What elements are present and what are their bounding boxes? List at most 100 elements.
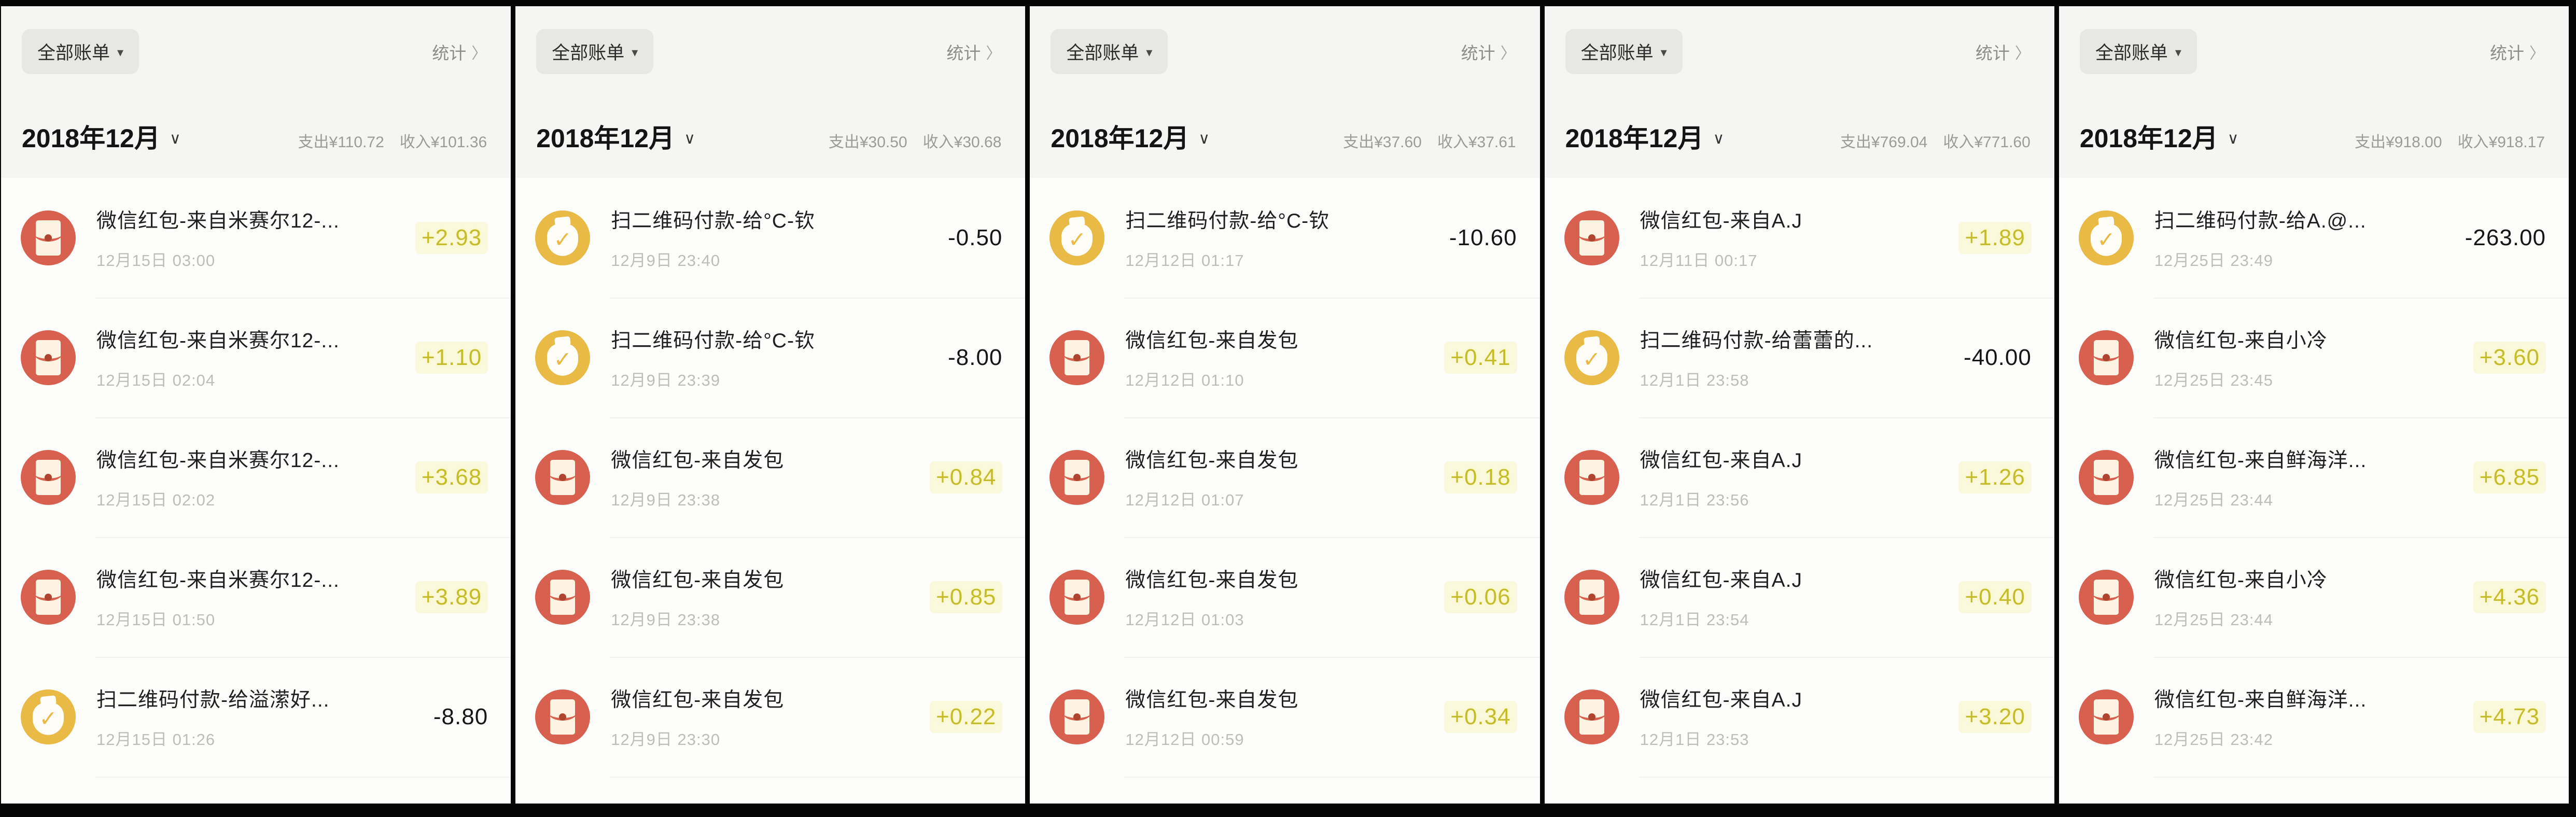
statistics-label: 统计 xyxy=(432,43,467,63)
transaction-title: 微信红包-来自发包 xyxy=(1125,330,1299,352)
transaction-title: 微信红包-来自鲜海洋... xyxy=(2154,449,2367,472)
transaction-datetime: 12月25日 23:45 xyxy=(2154,371,2273,389)
income-total: 收入¥30.68 xyxy=(922,134,1002,151)
account-filter-dropdown[interactable]: 全部账单 ▾ xyxy=(536,29,654,74)
transaction-row[interactable]: 微信红包-来自发包 12月9日 23:30 +0.22 xyxy=(515,657,1026,777)
transaction-row[interactable]: 微信红包-来自A.J 12月11日 00:17 +1.89 xyxy=(1545,178,2054,298)
transaction-title: 扫二维码付款-给°C-钦 xyxy=(611,330,815,352)
transaction-row[interactable]: 微信红包-来自发包 12月12日 00:59 +0.34 xyxy=(1030,657,1540,777)
transaction-row[interactable]: 微信红包-来自小冷 12月25日 23:45 +3.60 xyxy=(2059,298,2569,417)
transaction-row[interactable]: 扫二维码付款-给A.@... 12月25日 23:49 -263.00 xyxy=(2059,178,2569,298)
account-filter-dropdown[interactable]: 全部账单 ▾ xyxy=(1051,29,1168,74)
panel-topbar: 全部账单 ▾ 统计 〉 xyxy=(1,6,511,74)
transaction-row[interactable]: 微信红包-来自发包 12月12日 01:10 +0.41 xyxy=(1030,298,1540,417)
money-bag-icon xyxy=(21,689,76,744)
transaction-amount: +0.06 xyxy=(1444,581,1517,613)
transaction-row[interactable]: 微信红包-来自米赛尔12-... 12月15日 03:00 +2.93 xyxy=(1,178,511,298)
transaction-row[interactable]: 扫二维码付款-给°C-钦 12月9日 23:40 -0.50 xyxy=(515,178,1025,298)
month-selector[interactable]: 2018年12月 ∨ xyxy=(536,118,695,155)
statistics-link[interactable]: 统计 〉 xyxy=(1976,39,2031,64)
transaction-datetime: 12月15日 02:04 xyxy=(96,371,216,389)
transaction-datetime: 12月12日 01:07 xyxy=(1125,491,1244,509)
month-selector[interactable]: 2018年12月 ∨ xyxy=(22,118,181,155)
transaction-datetime: 12月9日 23:38 xyxy=(611,611,721,629)
expense-total: 支出¥30.50 xyxy=(828,134,907,151)
statistics-link[interactable]: 统计 〉 xyxy=(946,39,1001,64)
month-selector[interactable]: 2018年12月 ∨ xyxy=(2080,118,2239,155)
account-filter-dropdown[interactable]: 全部账单 ▾ xyxy=(22,29,139,74)
month-label: 2018年12月 xyxy=(2079,124,2218,153)
transaction-row[interactable]: 微信红包-来自发包 +0.43 xyxy=(515,777,1026,804)
month-totals: 支出¥37.60 收入¥37.61 xyxy=(1343,129,1516,152)
transaction-row[interactable]: 微信红包-来自鲜海洋... 12月25日 23:42 +4.73 xyxy=(2059,657,2569,777)
transaction-row[interactable]: 微信红包-来自小冷 12月25日 23:44 +4.36 xyxy=(2059,537,2569,657)
transaction-amount: -40.00 xyxy=(1964,344,2032,370)
chevron-down-icon: ∨ xyxy=(1713,130,1725,147)
transaction-meta: 微信红包-来自米赛尔12-... 12月15日 01:50 xyxy=(96,564,340,630)
transaction-title: 扫二维码付款-给°C-钦 xyxy=(1125,210,1330,232)
statistics-link[interactable]: 统计 〉 xyxy=(2490,39,2545,64)
transaction-row[interactable]: 微信红包-来自发包 12月12日 01:07 +0.18 xyxy=(1030,417,1540,537)
transaction-meta: 微信红包-来自米赛尔12-... 12月15日 02:02 xyxy=(96,444,340,510)
transaction-amount: +3.60 xyxy=(2473,341,2546,374)
transaction-row[interactable]: 微信红包-来自米赛尔12-... 12月15日 02:04 +1.10 xyxy=(1,298,511,417)
red-envelope-icon xyxy=(1049,330,1105,385)
month-totals: 支出¥918.00 收入¥918.17 xyxy=(2355,129,2545,152)
transaction-meta: 微信红包-来自发包 12月12日 01:10 xyxy=(1125,325,1298,390)
transaction-row[interactable]: 微信红包-来自发包 12月12日 01:03 +0.06 xyxy=(1030,537,1540,657)
transaction-row[interactable]: 微信红包-来自米赛尔12-... 12月15日 01:50 +3.89 xyxy=(1,537,511,657)
expense-total: 支出¥37.60 xyxy=(1343,134,1422,151)
statistics-link[interactable]: 统计 〉 xyxy=(432,39,487,64)
transaction-row[interactable]: 微信红包-来自发包 12月9日 23:38 +0.84 xyxy=(515,417,1026,537)
statistics-link[interactable]: 统计 〉 xyxy=(1461,39,1516,64)
income-total: 收入¥918.17 xyxy=(2457,134,2545,151)
transaction-title: 扫二维码付款-给溢潆好... xyxy=(96,689,330,711)
transaction-title: 微信红包-来自A.J xyxy=(1640,569,1802,591)
transaction-title: 微信红包-来自A.J xyxy=(1640,449,1802,472)
chevron-right-icon: 〉 xyxy=(471,45,487,62)
transaction-row[interactable]: 微信红包-来自A.J 12月1日 23:54 +0.40 xyxy=(1545,537,2054,657)
month-label: 2018年12月 xyxy=(1565,124,1704,153)
transaction-amount: +1.10 xyxy=(415,341,488,374)
transaction-amount: +4.73 xyxy=(2473,700,2546,733)
transaction-row[interactable]: 扫二维码付款-给溢潆好... 12月15日 01:26 -8.80 xyxy=(1,657,511,777)
transaction-row[interactable]: 微信红包-来自A.J 12月1日 23:53 +3.20 xyxy=(1545,657,2054,777)
statistics-label: 统计 xyxy=(2490,43,2525,63)
transaction-datetime: 12月15日 01:50 xyxy=(96,611,216,629)
month-selector[interactable]: 2018年12月 ∨ xyxy=(1051,118,1210,155)
transaction-row[interactable]: 微信红包-来自A.J 12月1日 23:56 +1.26 xyxy=(1545,417,2054,537)
transaction-row[interactable]: 扫二维码付款-给蕾蕾的... 12月1日 23:58 -40.00 xyxy=(1545,298,2054,417)
transaction-row[interactable]: 微信红包-来自A.J +3.14 xyxy=(1545,777,2054,804)
transaction-title: 扫二维码付款-给°C-钦 xyxy=(611,210,815,232)
account-filter-dropdown[interactable]: 全部账单 ▾ xyxy=(2079,29,2197,74)
transaction-row[interactable]: 微信红包-来自鲜海洋... +2.18 xyxy=(2059,777,2569,804)
chevron-down-icon: ∨ xyxy=(1198,130,1210,147)
transaction-meta: 微信红包-来自发包 12月12日 01:03 xyxy=(1125,564,1298,630)
transaction-title: 微信红包-来自发包 xyxy=(611,449,785,472)
transaction-row[interactable]: 微信红包-来自米赛尔12-... +5.17 xyxy=(1,777,511,804)
transaction-row[interactable]: 微信红包-来自鲜海洋... 12月25日 23:44 +6.85 xyxy=(2059,417,2569,537)
transaction-amount: +4.36 xyxy=(2473,581,2546,613)
transaction-datetime: 12月12日 01:03 xyxy=(1125,611,1244,629)
transaction-list: 微信红包-来自A.J 12月11日 00:17 +1.89 扫二维码付款-给蕾蕾… xyxy=(1544,178,2054,804)
transaction-amount: +0.18 xyxy=(1444,461,1517,494)
transaction-row[interactable]: 扫二维码付款-给°C-钦 12月12日 01:17 -10.60 xyxy=(1030,178,1539,298)
transaction-row[interactable]: 扫二维码付款-给°C-钦 12月9日 23:39 -8.00 xyxy=(515,298,1026,417)
month-label: 2018年12月 xyxy=(22,124,160,153)
account-filter-dropdown[interactable]: 全部账单 ▾ xyxy=(1565,29,1683,74)
chevron-down-icon: ∨ xyxy=(2227,130,2239,147)
transaction-amount: -0.50 xyxy=(948,224,1003,250)
transaction-title: 微信红包-来自A.J xyxy=(1640,689,1802,711)
month-selector[interactable]: 2018年12月 ∨ xyxy=(1565,118,1725,155)
chevron-right-icon: 〉 xyxy=(1500,45,1516,62)
transaction-row[interactable]: 微信红包-来自发包 +0.50 xyxy=(1030,777,1540,804)
transaction-amount: +3.68 xyxy=(415,461,488,494)
statistics-label: 统计 xyxy=(1461,43,1495,63)
transaction-row[interactable]: 微信红包-来自发包 12月9日 23:38 +0.85 xyxy=(515,537,1026,657)
transaction-row[interactable]: 微信红包-来自米赛尔12-... 12月15日 02:02 +3.68 xyxy=(1,417,511,537)
transaction-amount: +2.93 xyxy=(415,221,488,254)
transaction-list: 扫二维码付款-给A.@... 12月25日 23:49 -263.00 微信红包… xyxy=(2059,178,2569,804)
transaction-datetime: 12月1日 23:56 xyxy=(1640,491,1749,509)
transaction-meta: 扫二维码付款-给°C-钦 12月12日 01:17 xyxy=(1125,205,1329,271)
transaction-title: 扫二维码付款-给A.@... xyxy=(2154,210,2367,232)
